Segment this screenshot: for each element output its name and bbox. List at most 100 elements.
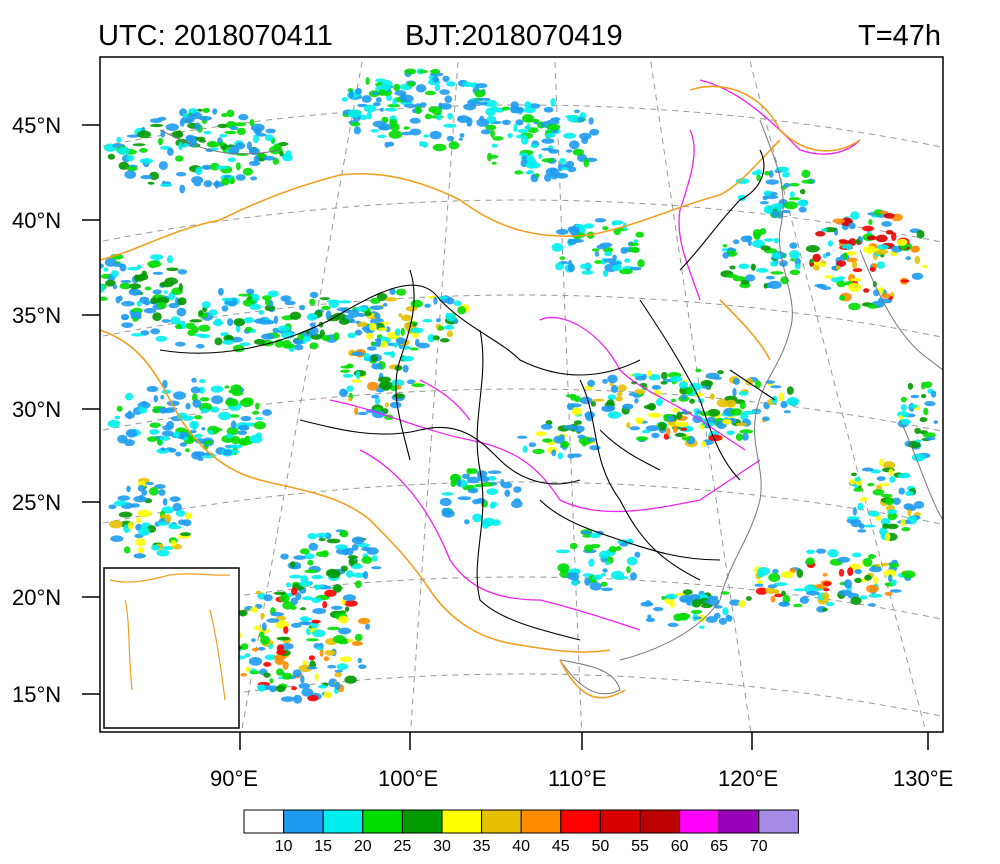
echo-cell xyxy=(490,129,495,138)
echo-cell xyxy=(396,288,407,296)
coastline xyxy=(159,119,943,695)
echo-cell xyxy=(636,436,648,441)
echo-cell xyxy=(720,591,730,595)
echo-cell xyxy=(201,301,211,309)
echo-cell xyxy=(146,436,158,442)
echo-cell xyxy=(717,370,724,375)
echo-cell xyxy=(708,434,723,442)
echo-cell xyxy=(816,548,827,554)
echo-cell xyxy=(385,402,389,408)
echo-cell xyxy=(404,68,417,75)
echo-cell xyxy=(252,293,260,302)
echo-cell xyxy=(835,265,841,270)
echo-cell xyxy=(243,317,255,324)
echo-cell xyxy=(292,669,302,678)
echo-cell xyxy=(534,173,540,178)
echo-cell xyxy=(889,476,896,483)
echo-cell xyxy=(228,145,240,155)
colorbar-tick-label: 70 xyxy=(749,838,768,855)
echo-cell xyxy=(364,311,372,317)
echo-cell xyxy=(422,318,433,323)
echo-cell xyxy=(100,296,108,301)
echo-cell xyxy=(322,601,328,609)
echo-cell xyxy=(275,685,286,693)
echo-cell xyxy=(268,643,274,650)
echo-cell xyxy=(647,614,652,619)
echo-cell xyxy=(351,351,365,357)
echo-cell xyxy=(869,267,876,272)
echo-cell xyxy=(569,542,578,550)
echo-cell xyxy=(522,114,535,123)
echo-cell xyxy=(641,429,651,434)
echo-cell xyxy=(619,268,633,275)
echo-cell xyxy=(230,177,236,184)
echo-cell xyxy=(263,155,275,161)
echo-cell xyxy=(175,155,184,162)
echo-cell xyxy=(323,656,330,662)
echo-cell xyxy=(805,557,815,565)
echo-cell xyxy=(175,451,182,457)
echo-cell xyxy=(544,132,556,138)
echo-cell xyxy=(458,137,463,141)
echo-cell xyxy=(332,332,340,341)
echo-cell xyxy=(432,143,447,152)
echo-cell xyxy=(885,230,894,235)
echo-cell xyxy=(400,355,414,362)
echo-cell xyxy=(851,472,857,477)
echo-cell xyxy=(149,429,160,435)
echo-cell xyxy=(634,551,641,558)
echo-cell xyxy=(161,430,174,437)
echo-cell xyxy=(628,392,639,397)
colorbar xyxy=(243,809,799,834)
echo-cell xyxy=(192,399,202,408)
echo-cell xyxy=(611,220,624,226)
echo-cell xyxy=(439,338,450,343)
echo-cell xyxy=(901,570,916,579)
echo-cell xyxy=(189,420,199,430)
echo-cell xyxy=(736,422,747,427)
echo-cell xyxy=(869,566,882,573)
echo-cell xyxy=(459,133,465,138)
echo-cell xyxy=(172,502,182,512)
echo-cell xyxy=(150,254,164,260)
echo-cell xyxy=(446,313,456,322)
echo-cell xyxy=(198,386,205,394)
echo-cell xyxy=(225,433,234,439)
echo-cell xyxy=(269,678,274,684)
echo-cell xyxy=(528,442,537,448)
echo-cell xyxy=(876,476,886,481)
echo-cell xyxy=(282,661,289,670)
echo-cell xyxy=(569,140,580,150)
echo-cell xyxy=(119,263,127,272)
lat-label-15: 15°N xyxy=(12,682,62,707)
echo-cell xyxy=(424,303,431,308)
echo-cell xyxy=(143,300,151,306)
echo-cell xyxy=(366,111,372,120)
echo-cell xyxy=(788,197,801,201)
lon-label-90: 90°E xyxy=(210,766,258,791)
echo-cell xyxy=(152,312,162,322)
echo-cell xyxy=(798,206,807,213)
echo-cell xyxy=(905,256,911,261)
echo-cell xyxy=(410,327,424,334)
echo-cell xyxy=(799,189,806,195)
echo-cell xyxy=(858,523,865,529)
echo-cell xyxy=(863,557,873,567)
echo-cell xyxy=(457,496,472,501)
echo-cell xyxy=(467,488,479,494)
echo-cell xyxy=(439,89,450,95)
echo-cell xyxy=(635,231,644,238)
echo-cell xyxy=(633,239,639,243)
echo-cell xyxy=(401,345,411,350)
echo-cell xyxy=(532,448,545,455)
echo-cell xyxy=(147,181,155,185)
echo-cell xyxy=(390,351,395,358)
echo-cell xyxy=(249,119,255,127)
echo-cell xyxy=(867,482,875,487)
echo-cell xyxy=(280,696,295,702)
echo-cell xyxy=(634,398,639,404)
echo-cell xyxy=(849,478,856,485)
echo-cell xyxy=(843,579,853,589)
echo-cell xyxy=(312,608,327,615)
echo-cell xyxy=(315,532,328,538)
